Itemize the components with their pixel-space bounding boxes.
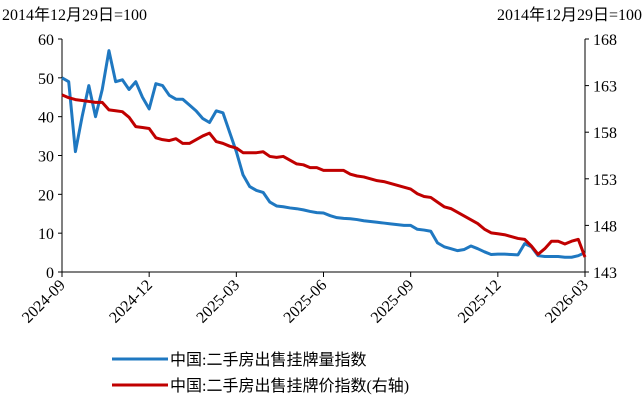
y2-tick-label: 148	[593, 218, 617, 235]
y2-tick-label: 153	[593, 172, 617, 189]
legend-label: 中国:二手房出售挂牌量指数	[170, 351, 366, 369]
y-tick-label: 40	[38, 110, 54, 127]
series-line	[61, 49, 586, 259]
y2-tick-label: 168	[593, 32, 617, 49]
x-tick-label: 2024-12	[106, 277, 156, 327]
y-tick-label: 0	[46, 265, 54, 282]
y-tick-label: 20	[38, 187, 54, 204]
x-tick-label: 2025-09	[368, 277, 418, 327]
x-tick-label: 2026-03	[542, 277, 592, 327]
y-tick-label: 60	[38, 32, 54, 49]
y2-axis-label: 2014年12月29日=100	[497, 6, 642, 24]
series-line	[61, 93, 587, 258]
x-tick-label: 2025-12	[455, 277, 505, 327]
legend-label: 中国:二手房出售挂牌价指数(右轴)	[170, 377, 409, 395]
x-tick-label: 2024-09	[19, 277, 69, 327]
y2-tick-label: 143	[593, 265, 617, 282]
x-tick-label: 2025-03	[193, 277, 243, 327]
y-tick-label: 50	[38, 71, 54, 88]
y-axis-label: 2014年12月29日=100	[2, 6, 147, 24]
y2-tick-label: 163	[593, 79, 617, 96]
x-tick-label: 2025-06	[281, 277, 331, 327]
y-tick-label: 30	[38, 149, 54, 166]
y2-tick-label: 158	[593, 125, 617, 142]
y-tick-label: 10	[38, 226, 54, 243]
